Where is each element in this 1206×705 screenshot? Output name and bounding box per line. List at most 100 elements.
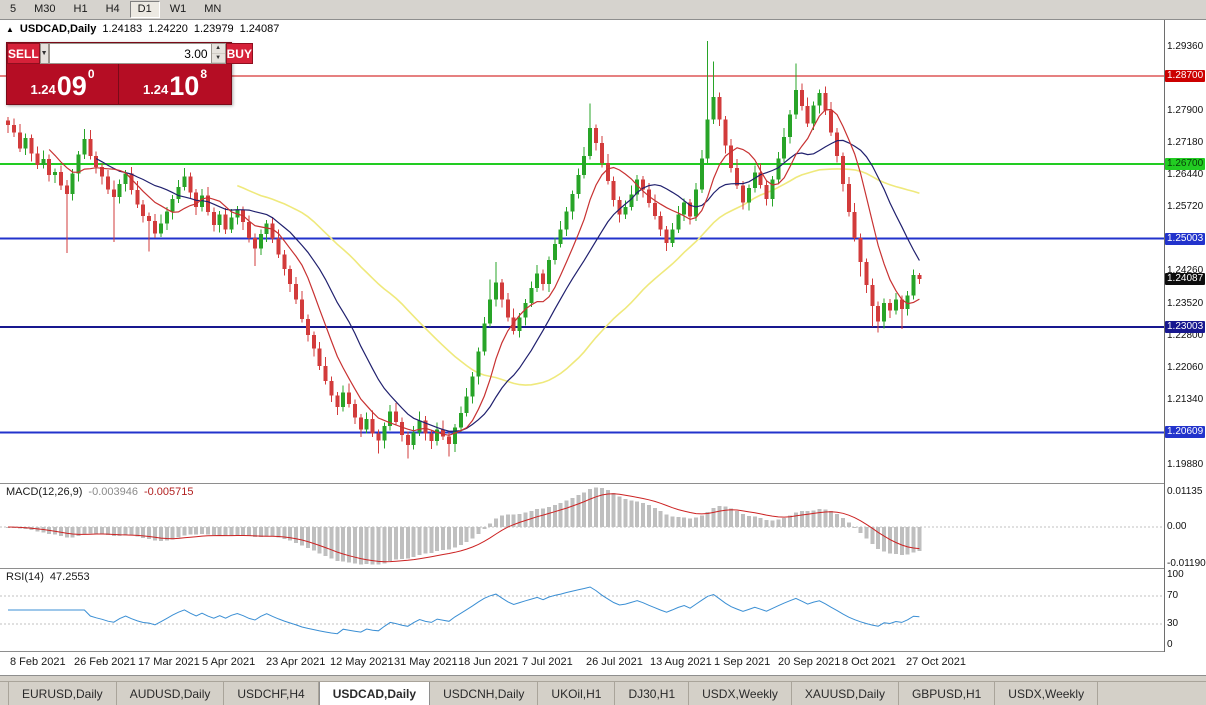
sell-price-base: 1.24	[30, 82, 56, 97]
timeframe-button-d1[interactable]: D1	[129, 1, 160, 18]
axis-tick-label: 1.27900	[1167, 105, 1204, 117]
volume-input[interactable]	[49, 44, 211, 63]
volume-stepper-up[interactable]: ▲	[211, 44, 225, 54]
timeframe-toolbar: 5 M30 H1 H4 D1 W1 MN	[0, 0, 1206, 20]
buy-price-pips: 10	[169, 71, 200, 101]
timeframe-button-w1[interactable]: W1	[162, 1, 195, 18]
axis-tick-label: 1.22060	[1167, 362, 1204, 374]
timeframe-button-m30[interactable]: M30	[26, 1, 63, 18]
price-marker-label: 1.24087	[1165, 273, 1206, 286]
window-chrome-strip	[0, 675, 1206, 682]
date-axis[interactable]: 8 Feb 2021 26 Feb 2021 17 Mar 2021 5 Apr 20…	[0, 652, 1206, 675]
macd-main-value: -0.003946	[88, 486, 138, 498]
rsi-value: 47.2553	[49, 571, 90, 583]
price-marker-label: 1.28700	[1165, 69, 1206, 82]
moving-average-line	[95, 139, 920, 432]
order-dropdown-button[interactable]: ▼	[39, 43, 49, 64]
tab-bar-spacer	[0, 682, 9, 705]
chart-tab-usdx-2[interactable]: USDX,Weekly	[995, 682, 1099, 705]
chart-tab-audusd[interactable]: AUDUSD,Daily	[117, 682, 225, 705]
ohlc-close: 1.24087	[239, 23, 280, 35]
axis-tick-label: 1.24260	[1167, 265, 1204, 277]
macd-panel-canvas[interactable]	[0, 484, 1164, 568]
axis-tick-label: 1.26440	[1167, 169, 1204, 181]
chart-tab-usdchf[interactable]: USDCHF,H4	[224, 682, 319, 705]
date-label: 8 Oct 2021	[842, 656, 896, 668]
chart-tab-gbpusd[interactable]: GBPUSD,H1	[899, 682, 996, 705]
rsi-line	[8, 586, 920, 635]
axis-tick-label: 70	[1167, 590, 1179, 601]
dropdown-arrow-icon: ▼	[40, 50, 48, 57]
rsi-panel-canvas[interactable]	[0, 569, 1164, 651]
date-label: 5 Apr 2021	[202, 656, 256, 668]
macd-histogram	[6, 487, 922, 565]
date-label: 13 Aug 2021	[650, 656, 712, 668]
date-label: 31 May 2021	[394, 656, 458, 668]
timeframe-button-5[interactable]: 5	[2, 1, 24, 18]
timeframe-button-h4[interactable]: H4	[98, 1, 128, 18]
buy-price-display[interactable]: 1.24 10 8	[119, 64, 231, 104]
chart-tab-ukoil[interactable]: UKOil,H1	[538, 682, 616, 705]
macd-indicator-label: MACD(12,26,9) -0.003946 -0.005715	[6, 486, 194, 498]
date-label: 27 Oct 2021	[906, 656, 966, 668]
chart-tab-usdcad[interactable]: USDCAD,Daily	[318, 682, 431, 705]
volume-stepper: ▲ ▼	[210, 44, 225, 63]
date-label: 7 Jul 2021	[522, 656, 573, 668]
candlestick-series	[6, 40, 922, 459]
price-marker-label: 1.25003	[1165, 232, 1206, 245]
axis-tick-label: 0.01135	[1167, 486, 1203, 497]
date-label: 20 Sep 2021	[778, 656, 841, 668]
sell-price-point: 0	[87, 67, 95, 81]
date-label: 18 Jun 2021	[458, 656, 519, 668]
axis-tick-label: 1.21340	[1167, 394, 1204, 406]
chart-tab-usdx-1[interactable]: USDX,Weekly	[689, 682, 792, 705]
date-label: 26 Feb 2021	[74, 656, 136, 668]
chart-tab-xauusd[interactable]: XAUUSD,Daily	[792, 682, 899, 705]
macd-signal-line	[7, 493, 920, 563]
ohlc-high: 1.24220	[148, 23, 188, 35]
date-label: 1 Sep 2021	[714, 656, 771, 668]
date-label: 8 Feb 2021	[10, 656, 66, 668]
axis-tick-label: 100	[1167, 569, 1184, 580]
sell-price-display[interactable]: 1.24 09 0	[7, 64, 119, 104]
axis-tick-label: -0.01190	[1167, 557, 1206, 569]
axis-tick-label: 1.29360	[1167, 40, 1204, 52]
chart-tab-bar: EURUSD,Daily AUDUSD,Daily USDCHF,H4 USDC…	[0, 681, 1206, 705]
axis-tick-label: 1.22800	[1167, 329, 1204, 341]
chart-tab-dj30[interactable]: DJ30,H1	[615, 682, 690, 705]
sell-button[interactable]: SELL	[7, 43, 40, 64]
timeframe-button-h1[interactable]: H1	[66, 1, 96, 18]
buy-price-point: 8	[200, 67, 208, 81]
chart-ohlc-header: ▲ USDCAD,Daily 1.24183 1.24220 1.23979 1…	[6, 23, 279, 35]
axis-tick-label: 1.19880	[1167, 458, 1204, 470]
spinner-down-icon: ▼	[215, 54, 222, 61]
price-marker-label: 1.26700	[1165, 157, 1206, 170]
panel-separator	[0, 651, 1206, 652]
axis-tick-label: 30	[1167, 618, 1179, 629]
moving-average-line	[48, 108, 920, 436]
ohlc-low: 1.23979	[193, 23, 234, 35]
panel-separator	[0, 483, 1206, 484]
chart-tab-eurusd[interactable]: EURUSD,Daily	[9, 682, 117, 705]
axis-tick-label: 0	[1167, 639, 1173, 650]
chart-tab-usdcnh[interactable]: USDCNH,Daily	[430, 682, 539, 705]
price-marker-label: 1.20609	[1165, 426, 1206, 439]
rsi-indicator-label: RSI(14) 47.2553	[6, 571, 90, 583]
axis-tick-label: 1.27180	[1167, 136, 1204, 148]
panel-separator	[0, 568, 1206, 569]
rsi-name: RSI(14)	[6, 571, 44, 583]
axis-tick-label: 1.25720	[1167, 201, 1204, 213]
volume-stepper-down[interactable]: ▼	[211, 53, 225, 63]
price-marker-label: 1.23003	[1165, 320, 1206, 333]
sell-price-pips: 09	[56, 71, 87, 101]
ohlc-open: 1.24183	[102, 23, 143, 35]
date-label: 26 Jul 2021	[586, 656, 643, 668]
timeframe-button-mn[interactable]: MN	[196, 1, 229, 18]
chart-window: ▲ USDCAD,Daily 1.24183 1.24220 1.23979 1…	[0, 20, 1206, 675]
date-label: 23 Apr 2021	[266, 656, 326, 668]
symbol-direction-up-icon: ▲	[6, 24, 14, 34]
spinner-up-icon: ▲	[215, 45, 222, 51]
price-axis[interactable]: 1.29360 1.27900 1.27180 1.26440 1.25720 1.242…	[1164, 20, 1206, 652]
macd-name: MACD(12,26,9)	[6, 486, 83, 498]
buy-button[interactable]: BUY	[225, 43, 253, 64]
